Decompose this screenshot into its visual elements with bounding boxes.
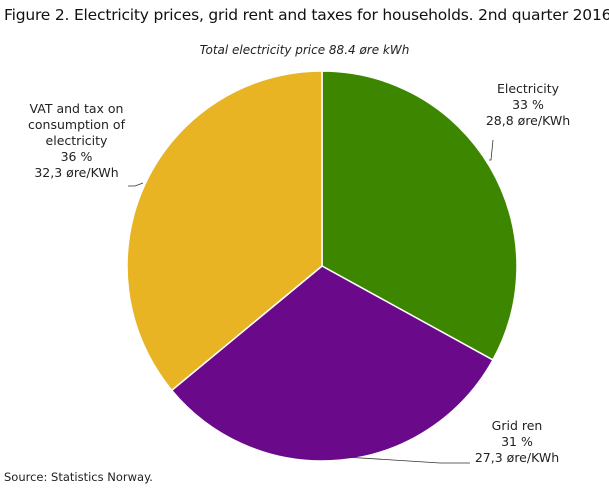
slice-label: VAT and tax on consumption of electricit… <box>14 101 139 181</box>
value-label: 33 % <box>512 97 544 112</box>
value-label: 31 % <box>501 434 533 449</box>
chart-subtitle: Total electricity price 88.4 øre kWh <box>199 43 410 57</box>
leader-line <box>128 182 144 187</box>
category-label: VAT and tax on consumption of electricit… <box>28 101 125 148</box>
category-label: Electricity <box>496 81 560 96</box>
leader-line <box>489 139 494 161</box>
chart-title: Figure 2. Electricity prices, grid rent … <box>4 6 609 24</box>
pie-slice <box>126 70 323 392</box>
source: Source: Statistics Norway. <box>4 470 153 484</box>
category-label: Grid ren <box>491 418 543 433</box>
pie-slice <box>170 265 494 462</box>
price-label: 27,3 øre/KWh <box>474 450 560 465</box>
price-label: 28,8 øre/KWh <box>485 113 571 128</box>
value-label: 36 % <box>60 149 93 164</box>
pie-slice <box>321 70 518 361</box>
leader-line <box>344 456 470 464</box>
slice-label: Electricity 33 % 28,8 øre/KWh <box>478 81 578 129</box>
price-label: 32,3 øre/KWh <box>34 165 119 180</box>
slice-label: Grid ren 31 % 27,3 øre/KWh <box>467 418 567 466</box>
